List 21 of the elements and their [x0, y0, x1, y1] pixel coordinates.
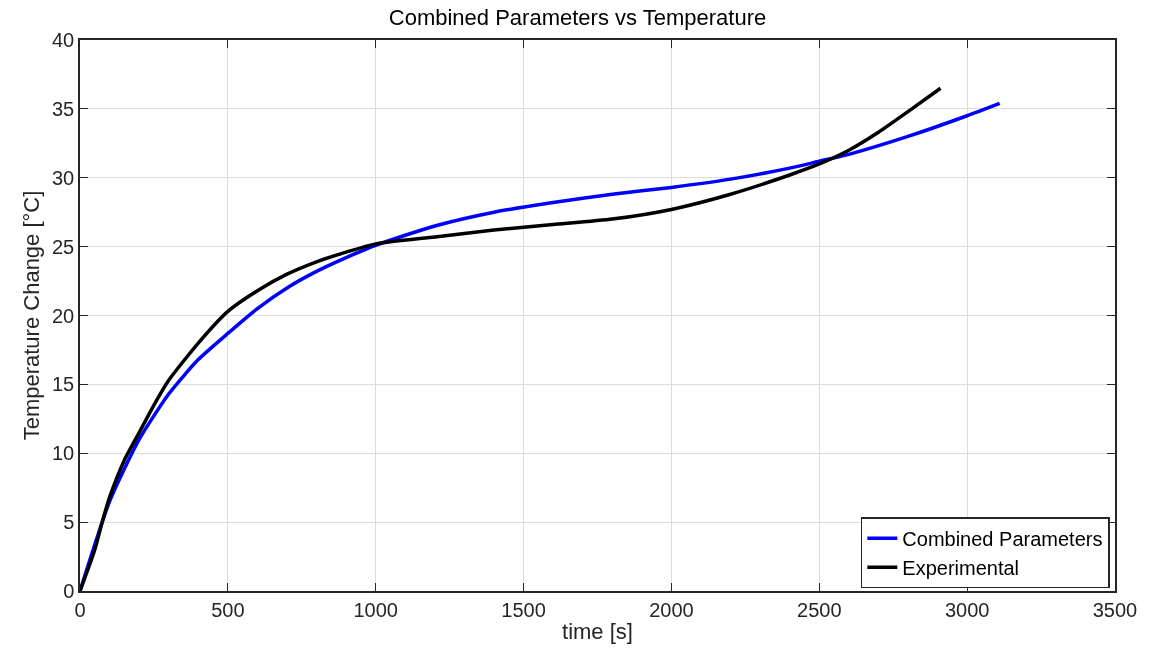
chart-title: Combined Parameters vs Temperature — [388, 5, 767, 31]
y-tick-label: 30 — [52, 166, 75, 189]
legend-label: Combined Parameters — [902, 528, 1103, 551]
y-axis-title: Temperature Change [°C] — [19, 190, 45, 441]
y-tick-label: 20 — [52, 304, 75, 327]
x-tick-label: 3500 — [1092, 598, 1138, 621]
x-tick-label: 500 — [211, 598, 245, 621]
y-tick-label: 0 — [63, 580, 75, 602]
y-tick-label: 35 — [52, 97, 75, 120]
x-tick-label: 1000 — [353, 598, 398, 621]
legend-label: Experimental — [902, 557, 1020, 580]
x-tick-label: 2500 — [797, 598, 842, 621]
y-tick-label: 25 — [52, 235, 75, 258]
x-tick-label: 1500 — [501, 598, 546, 621]
y-tick-label: 5 — [63, 511, 75, 534]
x-tick-label: 3000 — [944, 598, 990, 621]
y-tick-label: 15 — [52, 373, 75, 396]
x-tick-label: 2000 — [649, 598, 694, 621]
x-axis-title: time [s] — [562, 619, 633, 645]
y-tick-label: 10 — [52, 442, 75, 465]
y-tick-label: 40 — [52, 29, 75, 51]
